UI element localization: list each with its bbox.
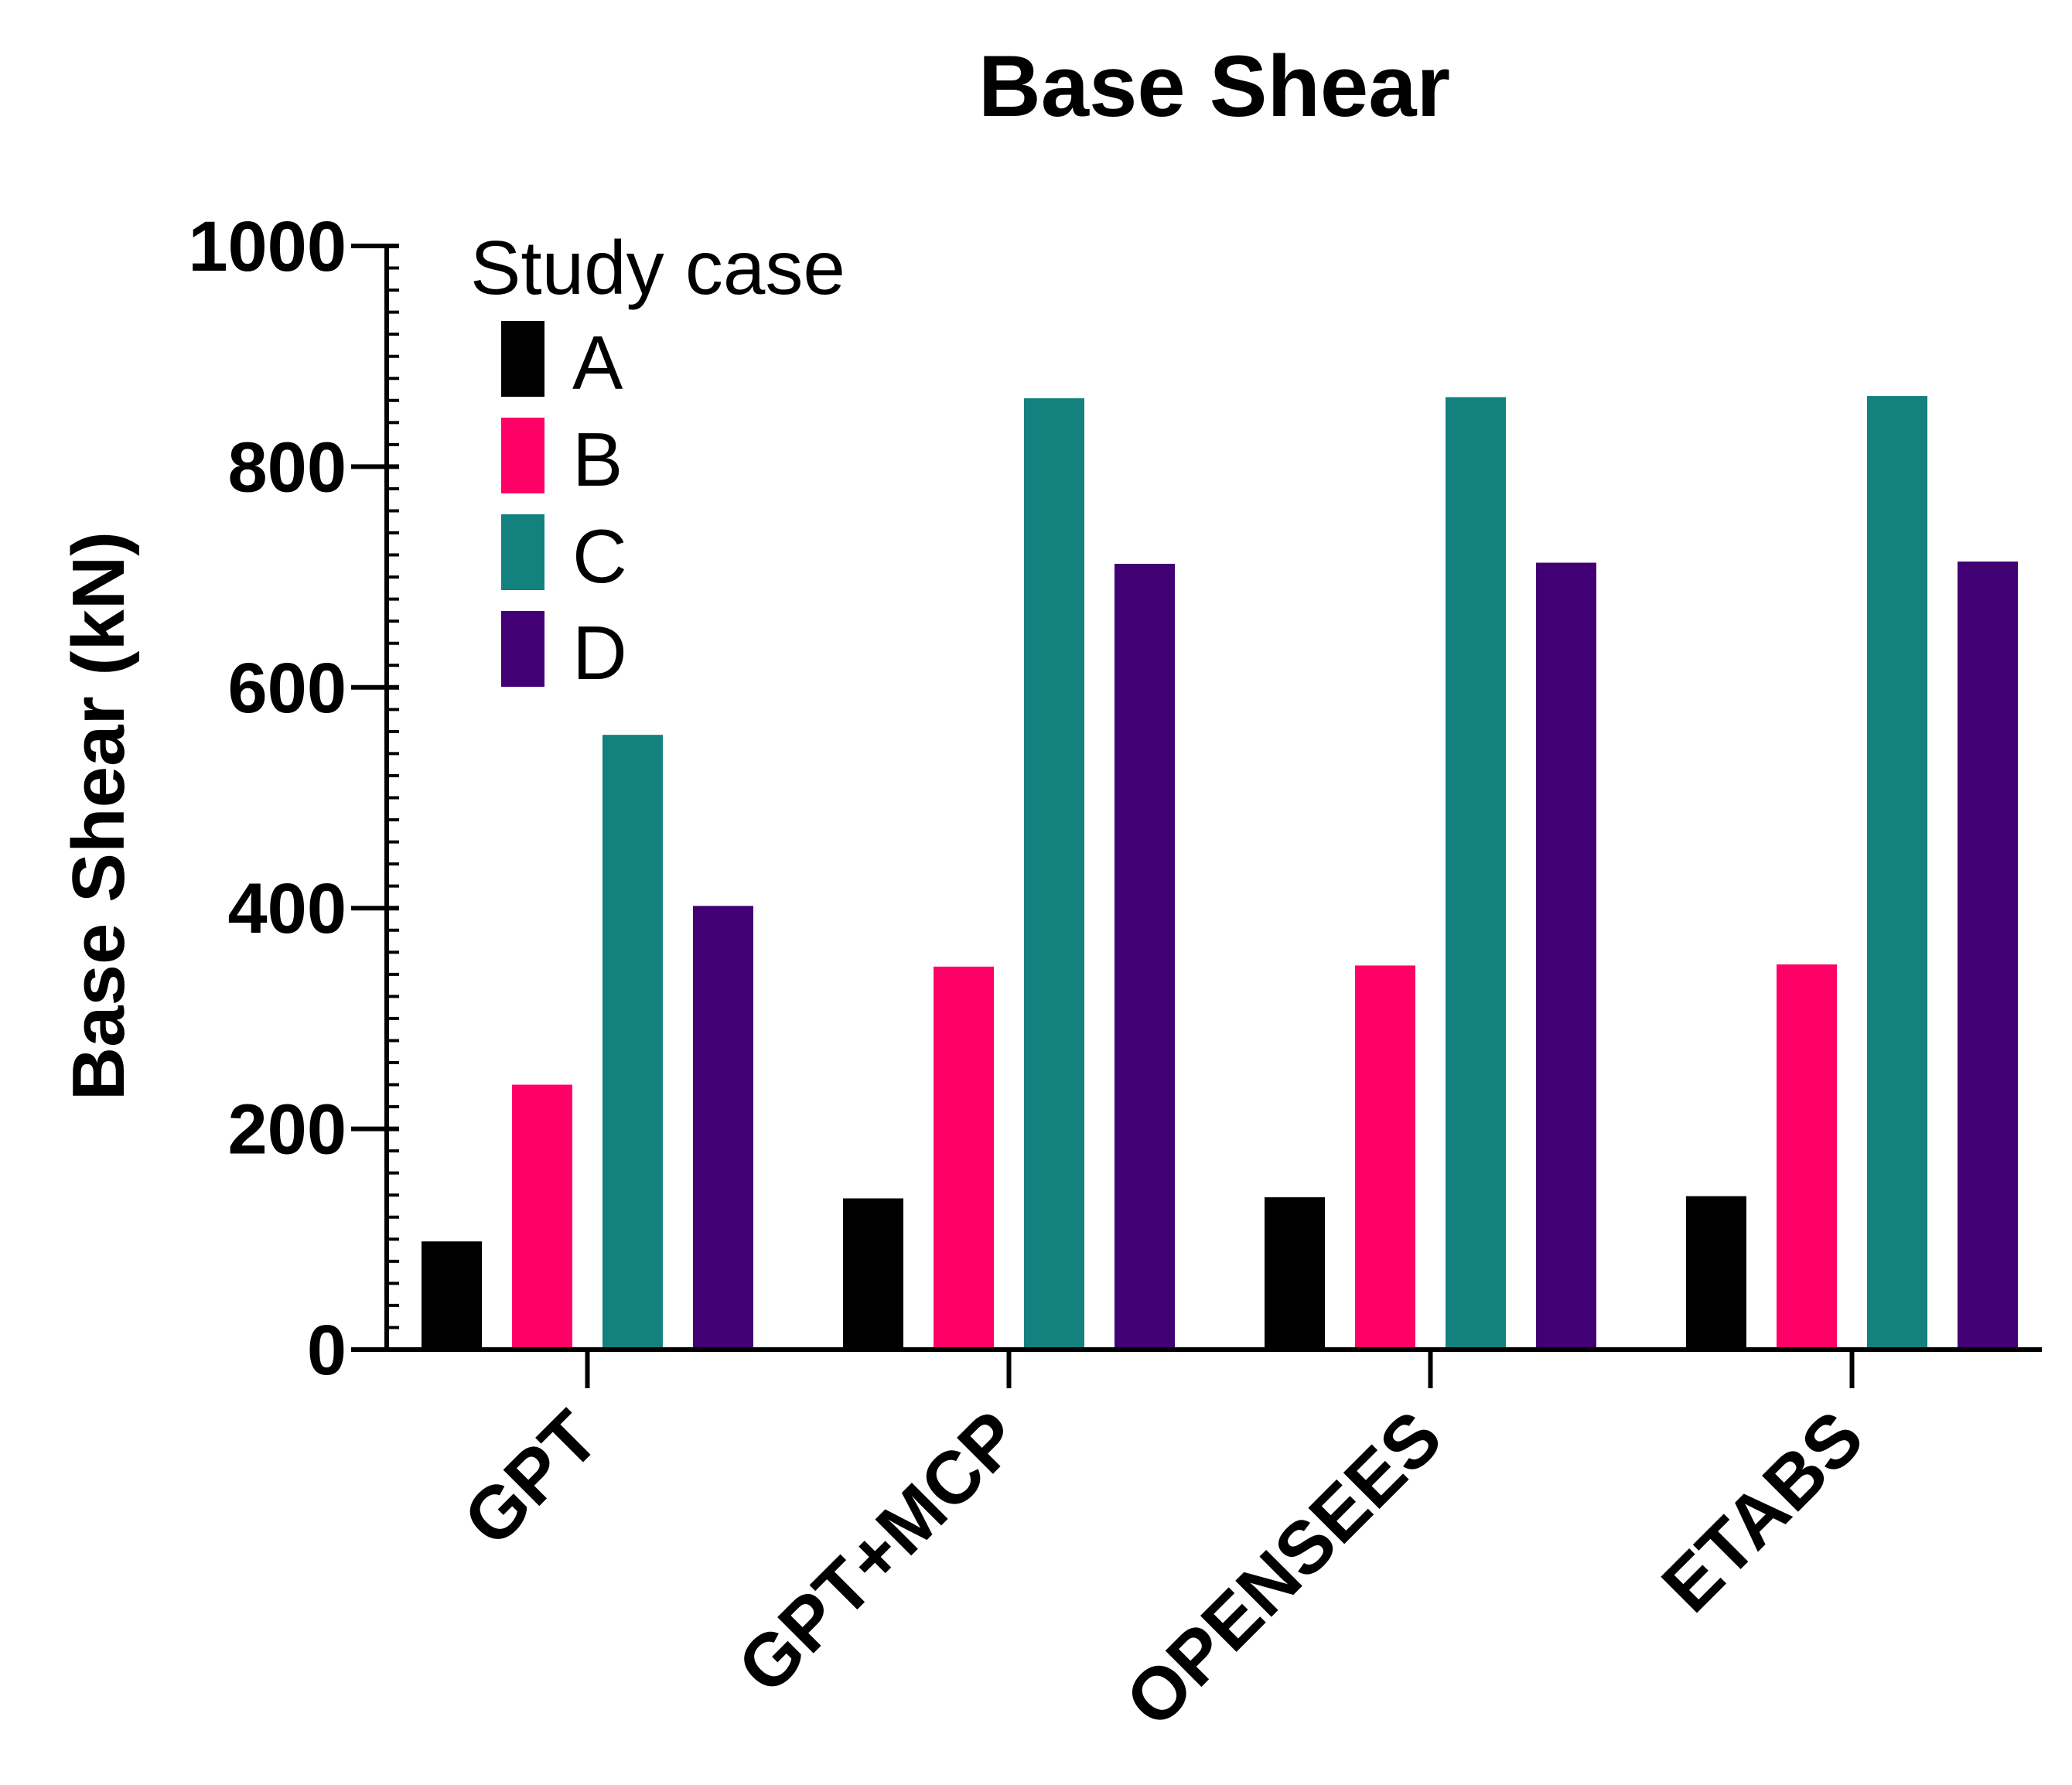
- plot-area: 0 200 400 600 800 1000 GPT GPT+MCP OPENSEES ETAB…: [188, 207, 2042, 1742]
- bar-d-etabs: [1958, 561, 2018, 1350]
- legend-label: C: [572, 514, 627, 599]
- y-tick-label: 1000: [188, 207, 346, 286]
- bar-a-gpt: [422, 1241, 482, 1350]
- legend-swatch: [501, 321, 544, 397]
- bar-c-gpt-mcp: [1024, 398, 1084, 1350]
- x-tick-label: ETABS: [1647, 1395, 1879, 1628]
- legend-label: A: [572, 320, 623, 405]
- y-tick-label: 600: [228, 649, 347, 728]
- bar-c-gpt: [602, 735, 663, 1350]
- legend-label: B: [572, 417, 623, 502]
- legend-title: Study case: [470, 225, 845, 310]
- bars: [422, 396, 2018, 1350]
- legend-label: D: [572, 610, 627, 695]
- x-tick-label: GPT+MCP: [722, 1395, 1036, 1709]
- bar-b-gpt: [512, 1084, 572, 1350]
- y-axis: 0 200 400 600 800 1000: [188, 207, 399, 1390]
- bar-b-opensees: [1355, 965, 1415, 1350]
- bar-c-opensees: [1446, 397, 1506, 1350]
- chart-title: Base Shear: [978, 38, 1450, 135]
- y-tick-label: 0: [307, 1311, 346, 1390]
- y-axis-label: Base Shear (kN): [57, 531, 140, 1101]
- bar-b-etabs: [1777, 964, 1837, 1350]
- bar-b-gpt-mcp: [934, 966, 994, 1350]
- x-tick-label: GPT: [448, 1395, 614, 1561]
- bar-d-gpt-mcp: [1115, 563, 1175, 1350]
- legend-swatch: [501, 611, 544, 687]
- bar-d-gpt: [693, 906, 753, 1350]
- bar-a-gpt-mcp: [843, 1198, 903, 1350]
- legend-swatch: [501, 514, 544, 590]
- bar-c-etabs: [1867, 396, 1927, 1350]
- x-tick-label: OPENSEES: [1110, 1395, 1457, 1742]
- legend-swatch: [501, 418, 544, 493]
- x-axis: GPT GPT+MCP OPENSEES ETABS: [384, 1347, 2042, 1742]
- bar-a-etabs: [1686, 1196, 1746, 1350]
- y-tick-label: 200: [228, 1090, 347, 1169]
- bar-a-opensees: [1265, 1197, 1325, 1350]
- y-tick-label: 400: [228, 869, 347, 948]
- y-tick-label: 800: [228, 428, 347, 507]
- bar-d-opensees: [1536, 562, 1596, 1350]
